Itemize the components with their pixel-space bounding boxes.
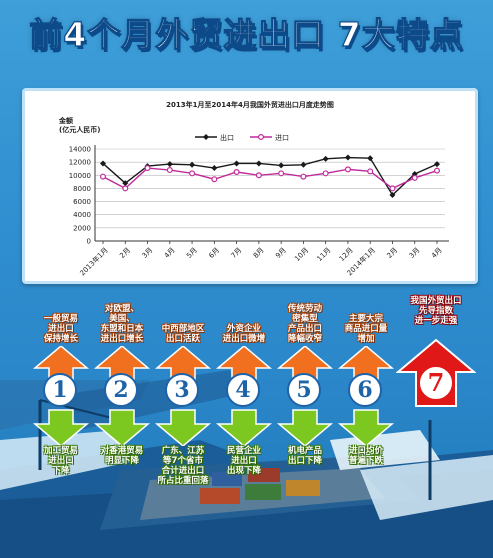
x-tick-label: 8月: [252, 246, 266, 260]
data-point-import: [233, 168, 240, 175]
x-tick-label: 4月: [163, 246, 177, 260]
data-point-import: [344, 166, 351, 173]
feature-4-down-text: 民营企业 进出口 出现下降: [226, 446, 261, 476]
data-point-import: [166, 167, 173, 174]
y-tick-label: 10000: [69, 172, 91, 180]
down-arrow-icon: [215, 409, 273, 446]
legend-label: 出口: [220, 133, 234, 142]
x-tick-label: 7月: [230, 246, 244, 260]
legend-marker: [258, 133, 265, 140]
feature-card-7: 我国外贸出口 先导指数 进一步走强 7: [396, 296, 476, 407]
y-tick-label: 12000: [69, 159, 91, 167]
down-arrow-icon: [154, 409, 212, 446]
feature-3-up-text: 中西部地区 出口活跃: [161, 324, 205, 344]
data-point-export: [255, 160, 262, 167]
chart-title: 2013年1月至2014年4月我国外贸进出口月度走势图: [166, 100, 334, 109]
feature-6-down-text: 进口均价 普遍下跌: [348, 446, 383, 466]
data-point-import: [322, 170, 329, 177]
x-tick-label: 5月: [185, 246, 199, 260]
data-point-import: [189, 170, 196, 177]
data-point-export: [411, 170, 418, 177]
feature-5-up-text: 传统劳动 密集型 产品出口 降幅收窄: [287, 304, 322, 344]
x-tick-label: 2月: [386, 246, 400, 260]
x-tick-label: 11月: [316, 246, 333, 263]
x-tick-label: 6月: [207, 246, 221, 260]
data-point-export: [322, 155, 329, 162]
data-point-import: [367, 168, 374, 175]
y-tick-label: 8000: [73, 185, 91, 193]
x-tick-label: 10月: [293, 246, 310, 263]
data-point-export: [100, 160, 106, 167]
series-line-import: [102, 167, 438, 190]
data-point-import: [99, 173, 106, 180]
down-arrow-icon: [93, 409, 151, 446]
down-arrow-icon: [32, 409, 90, 446]
data-point-import: [300, 173, 307, 180]
x-tick-label: 12月: [338, 246, 355, 263]
data-point-import: [144, 165, 151, 172]
x-tick-label: 9月: [274, 246, 288, 260]
x-tick-label: 4月: [430, 246, 444, 260]
feature-4-number: 4: [226, 373, 260, 407]
data-point-import: [434, 167, 441, 174]
data-point-export: [233, 160, 240, 167]
y-tick-label: 14000: [69, 146, 91, 154]
data-point-export: [367, 155, 374, 162]
data-point-export: [122, 180, 129, 187]
data-point-import: [411, 174, 418, 181]
feature-2-down-text: 对香港贸易 明显下降: [100, 446, 144, 466]
data-point-import: [278, 170, 285, 177]
x-tick-label: 2月: [118, 246, 132, 260]
feature-5-down-text: 机电产品 出口下降: [287, 446, 322, 466]
data-point-export: [278, 162, 285, 169]
data-point-export: [344, 154, 351, 161]
data-point-import: [389, 185, 396, 192]
legend-label: 进口: [275, 134, 289, 142]
feature-2-up-text: 对欧盟、 美国、 东盟和日本 进出口增长: [100, 304, 144, 344]
data-point-import: [255, 172, 262, 179]
feature-3-number: 3: [165, 373, 199, 407]
data-point-import: [122, 185, 129, 192]
down-arrow-icon: [337, 409, 395, 446]
feature-5-number: 5: [287, 373, 321, 407]
legend-marker: [203, 134, 209, 140]
data-point-export: [389, 192, 396, 198]
x-tick-label: 3月: [408, 246, 422, 260]
data-point-export: [211, 165, 218, 172]
feature-1-number: 1: [43, 373, 77, 407]
feature-2-number: 2: [104, 373, 138, 407]
page-headline: 前4个月外贸进出口 7大特点: [29, 14, 464, 54]
feature-7-up-text: 我国外贸出口 先导指数 进一步走强: [410, 296, 462, 326]
y-tick-label: 4000: [73, 211, 91, 219]
y-tick-label: 2000: [73, 224, 91, 232]
data-point-export: [300, 161, 307, 168]
feature-3-down-text: 广东、江苏 等7个省市 合计进出口 所占比重回落: [157, 446, 209, 486]
data-point-export: [189, 161, 196, 168]
y-tick-label: 0: [87, 238, 91, 246]
data-point-import: [211, 176, 218, 183]
x-tick-label: 2013年1月: [78, 245, 110, 277]
data-point-export: [434, 161, 440, 168]
down-arrow-icon: [276, 409, 334, 446]
feature-7-number: 7: [417, 364, 455, 402]
series-line-export: [102, 156, 438, 197]
feature-1-up-text: 一般贸易 进出口 保持增长: [43, 314, 78, 344]
feature-4-up-text: 外资企业 进出口微增: [222, 324, 266, 344]
y-axis-label: 金额: [58, 116, 73, 125]
feature-6-up-text: 主要大宗 商品进口量 增加: [344, 314, 388, 344]
y-axis-label: (亿元人民币): [59, 125, 100, 134]
data-point-export: [166, 161, 173, 168]
chart-panel: 2013年1月至2014年4月我国外贸进出口月度走势图金额 (亿元人民币) 出口 进口…: [22, 88, 478, 284]
x-tick-label: 3月: [141, 246, 155, 260]
y-tick-label: 6000: [73, 198, 91, 206]
feature-6-number: 6: [348, 373, 382, 407]
feature-1-down-text: 加工贸易 进出口 下降: [43, 446, 78, 476]
